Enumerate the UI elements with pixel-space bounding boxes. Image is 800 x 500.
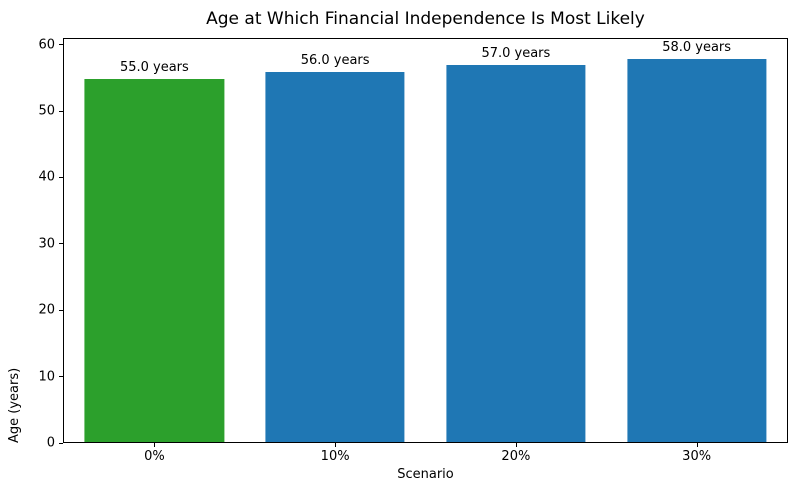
x-tick-label: 20% (501, 449, 531, 464)
bar-value-label: 58.0 years (662, 39, 732, 55)
y-tick-mark (59, 176, 63, 178)
y-tick-label: 40 (38, 169, 55, 185)
bar-0% (84, 78, 224, 442)
bar-20% (446, 65, 586, 442)
y-tick-label: 20 (38, 302, 55, 318)
x-tick-mark (515, 443, 517, 447)
bar-value-label: 55.0 years (119, 59, 189, 75)
y-tick-mark (59, 243, 63, 245)
bar-slot: 58.0 years 30% (606, 39, 787, 464)
y-tick-label: 60 (38, 37, 55, 53)
x-tick-label: 30% (682, 449, 712, 464)
bar-30% (627, 58, 767, 442)
y-tick-mark (59, 442, 63, 444)
x-tick-label: 0% (144, 449, 165, 464)
x-tick-mark (154, 443, 156, 447)
bar-value-label: 57.0 years (481, 46, 551, 62)
chart-title: Age at Which Financial Independence Is M… (206, 9, 645, 29)
bar-slot: 55.0 years 0% (64, 39, 245, 464)
bar-slot: 57.0 years 20% (426, 39, 607, 464)
y-tick-label: 50 (38, 103, 55, 119)
y-tick-mark (59, 44, 63, 46)
y-tick-mark (59, 110, 63, 112)
y-tick-mark (59, 309, 63, 311)
y-tick-label: 0 (46, 435, 55, 451)
plot-area: 55.0 years 0% 56.0 years 10% 57.0 years 20% 58… (63, 38, 788, 464)
bar-value-label: 56.0 years (300, 53, 370, 69)
y-tick-mark (59, 376, 63, 378)
y-tick-label: 10 (38, 369, 55, 385)
bar-slot: 56.0 years 10% (245, 39, 426, 464)
x-tick-mark (696, 443, 698, 447)
x-tick-label: 10% (320, 449, 350, 464)
x-axis-label: Scenario (397, 467, 454, 482)
bar-10% (265, 72, 405, 442)
y-tick-label: 30 (38, 236, 55, 252)
x-tick-mark (335, 443, 337, 447)
y-axis-label: Age (years) (7, 367, 22, 443)
bars-container: 55.0 years 0% 56.0 years 10% 57.0 years 20% 58… (64, 39, 787, 464)
